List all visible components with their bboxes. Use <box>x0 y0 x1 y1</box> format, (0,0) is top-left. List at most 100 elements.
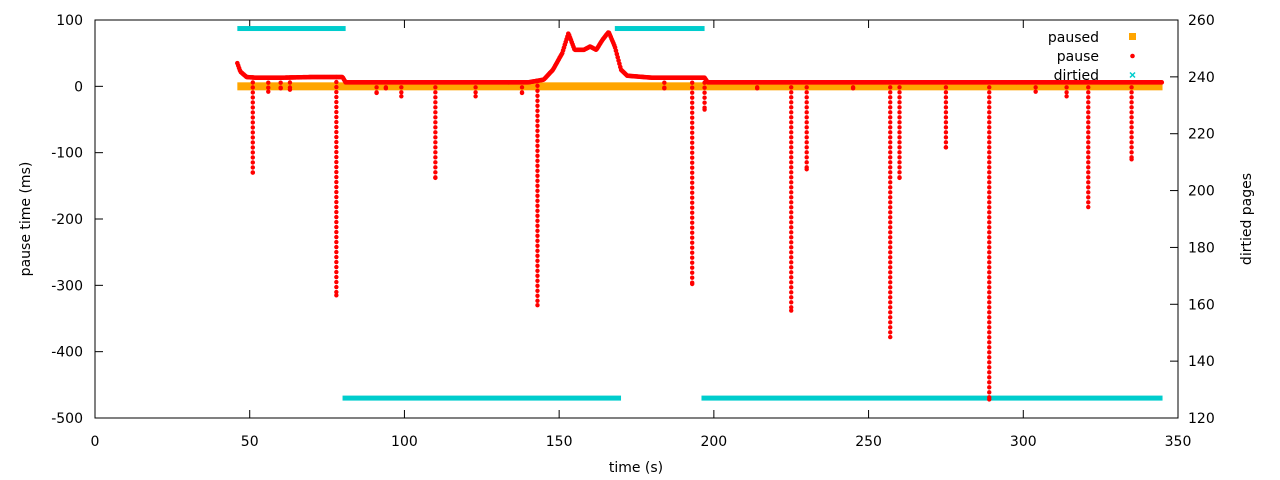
x-tick-label: 300 <box>1010 434 1037 450</box>
pause-point <box>334 74 339 80</box>
pause-point <box>888 175 893 180</box>
pause-point <box>789 220 794 225</box>
pause-point <box>888 315 893 320</box>
pause-point <box>334 174 339 180</box>
x-axis: 0 50 100 150 200 250 300 350 <box>91 20 1191 450</box>
pause-point <box>689 250 695 255</box>
pause-point <box>789 140 794 145</box>
pause-point <box>1086 180 1091 185</box>
pause-point <box>535 113 540 118</box>
pause-point <box>1086 195 1091 200</box>
pause-point <box>1129 130 1134 135</box>
pause-point <box>689 220 695 225</box>
pause-point <box>804 80 809 85</box>
pause-point <box>987 375 992 380</box>
pause-point <box>888 300 893 305</box>
pause-point <box>987 125 992 130</box>
pause-point <box>334 149 339 155</box>
pause-point <box>789 240 794 245</box>
pause-point <box>535 288 540 293</box>
pause-point <box>804 155 809 160</box>
pause-point <box>943 125 949 130</box>
pause-point <box>789 308 794 313</box>
pause-point <box>399 85 404 90</box>
pause-point <box>789 230 794 235</box>
pause-point <box>250 145 256 150</box>
pause-point <box>535 163 540 168</box>
pause-point <box>334 84 339 90</box>
pause-point <box>334 284 339 290</box>
pause-point <box>987 120 992 125</box>
pause-point <box>1129 100 1134 105</box>
pause-point <box>897 100 902 105</box>
pause-point <box>897 155 902 160</box>
pause-point <box>702 85 707 90</box>
pause-point <box>334 204 339 210</box>
pause-point <box>888 210 893 215</box>
pause-point <box>519 85 525 90</box>
pause-point <box>433 170 438 175</box>
pause-point <box>287 87 293 92</box>
pause-point <box>689 85 695 90</box>
pause-point <box>987 340 992 345</box>
y-tick-label: -500 <box>51 411 83 427</box>
pause-point <box>535 133 540 138</box>
pause-point <box>399 80 404 85</box>
pause-point <box>987 200 992 205</box>
pause-point <box>334 109 339 115</box>
pause-point <box>987 285 992 290</box>
pause-point <box>535 123 540 128</box>
pause-point <box>1129 157 1134 162</box>
pause-point <box>250 75 256 80</box>
pause-point <box>535 213 540 218</box>
pause-point <box>789 265 794 270</box>
legend-symbol-paused <box>1129 33 1136 40</box>
pause-point <box>433 95 438 100</box>
pause-point <box>987 80 992 85</box>
series-paused <box>237 82 1163 91</box>
pause-point <box>334 249 339 255</box>
pause-point <box>987 190 992 195</box>
x-tick-label: 100 <box>391 434 418 450</box>
pause-point <box>888 305 893 310</box>
pause-point <box>804 145 809 150</box>
pause-point <box>1129 85 1134 90</box>
pause-point <box>897 130 902 135</box>
pause-point <box>789 155 794 160</box>
pause-point <box>888 200 893 205</box>
pause-point <box>278 86 283 91</box>
pause-point <box>689 255 695 260</box>
pause-point <box>374 85 379 90</box>
pause-point <box>334 214 339 220</box>
pause-point <box>689 145 695 150</box>
pause-point <box>1086 165 1091 170</box>
series-dirtied <box>237 26 1163 401</box>
pause-point <box>433 100 438 105</box>
pause-point <box>943 85 949 90</box>
pause-point <box>334 209 339 215</box>
pause-point <box>789 150 794 155</box>
pause-point <box>897 170 902 175</box>
pause-point <box>433 145 438 150</box>
pause-point <box>689 275 695 280</box>
pause-point <box>987 250 992 255</box>
pause-point <box>789 180 794 185</box>
pause-point <box>888 330 893 335</box>
pause-point <box>535 283 540 288</box>
pause-point <box>897 105 902 110</box>
pause-point <box>987 295 992 300</box>
pause-point <box>789 290 794 295</box>
pause-point <box>987 330 992 335</box>
pause-point <box>897 165 902 170</box>
pause-point <box>689 155 695 160</box>
pause-point <box>888 155 893 160</box>
pause-point <box>334 254 339 260</box>
pause-point <box>433 115 438 120</box>
pause-point <box>987 255 992 260</box>
pause-point <box>535 118 540 123</box>
pause-point <box>535 298 540 303</box>
pause-point <box>987 85 992 90</box>
pause-point <box>535 268 540 273</box>
pause-point <box>250 125 256 130</box>
pause-point <box>334 99 339 105</box>
